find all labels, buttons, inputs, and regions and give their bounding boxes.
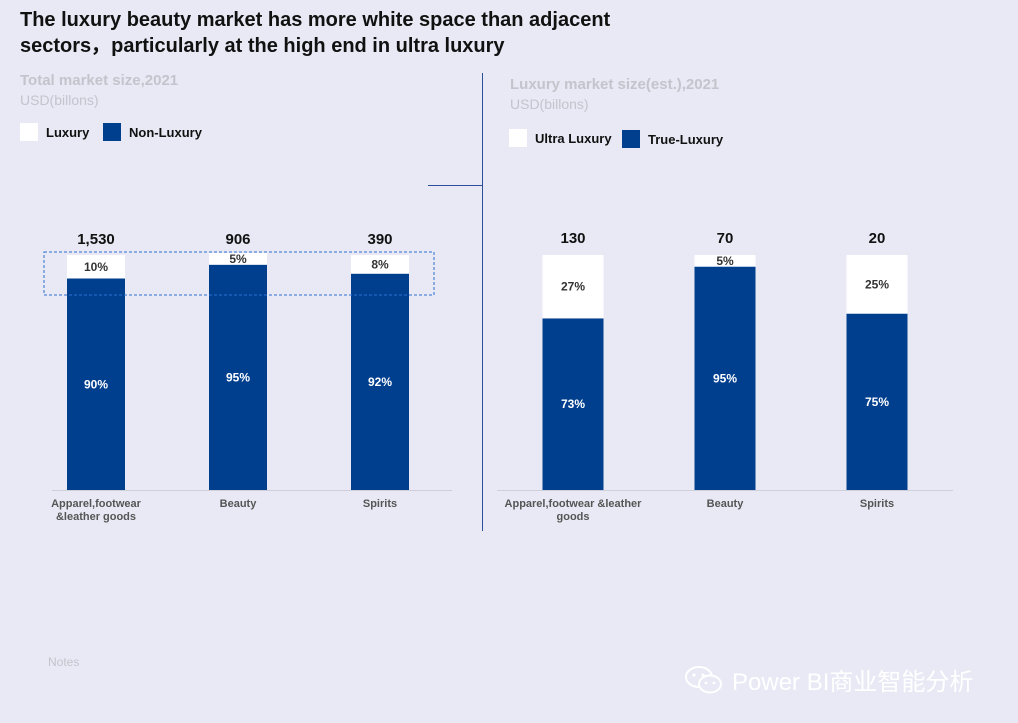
category-label: goods bbox=[557, 511, 590, 523]
legend-label-ultra-luxury: Ultra Luxury bbox=[535, 130, 612, 146]
watermark-text: Power BI商业智能分析 bbox=[732, 669, 974, 696]
total-label: 390 bbox=[367, 231, 392, 248]
total-label: 1,530 bbox=[77, 231, 115, 248]
category-label: Spirits bbox=[363, 498, 397, 510]
data-label-bottom: 95% bbox=[713, 371, 737, 385]
legend-label-non-luxury: Non-Luxury bbox=[129, 124, 202, 140]
right-chart-title: Luxury market size(est.),2021 bbox=[510, 76, 720, 93]
category-label: Beauty bbox=[220, 498, 258, 510]
page-title: The luxury beauty market has more white … bbox=[20, 9, 611, 57]
bar-segment-true-luxury bbox=[694, 266, 756, 490]
legend-swatch-ultra-luxury bbox=[509, 129, 527, 147]
data-label-bottom: 73% bbox=[561, 397, 585, 411]
category-label: Spirits bbox=[860, 498, 894, 510]
data-label-top: 27% bbox=[561, 280, 585, 294]
category-label: Apparel,footwear bbox=[51, 498, 142, 510]
legend-item-luxury: Luxury bbox=[20, 123, 89, 141]
category-label: Beauty bbox=[707, 498, 745, 510]
data-label-bottom: 92% bbox=[368, 375, 392, 389]
data-label-bottom: 90% bbox=[84, 377, 108, 391]
bar-segment-luxury bbox=[67, 255, 125, 279]
watermark: Power BI商业智能分析 bbox=[684, 662, 973, 697]
bar-segment-true-luxury bbox=[542, 318, 604, 490]
left-chart-title: Total market size,2021 bbox=[20, 72, 179, 89]
total-label: 70 bbox=[717, 230, 734, 247]
bar-segment-luxury bbox=[209, 253, 267, 265]
bar-segment-non-luxury bbox=[351, 273, 409, 490]
panel-divider bbox=[482, 73, 483, 531]
right-chart-unit: USD(billons) bbox=[510, 96, 589, 112]
bar-segment-ultra-luxury bbox=[542, 255, 604, 319]
total-label: 20 bbox=[869, 230, 886, 247]
data-label-top: 10% bbox=[84, 260, 108, 274]
legend-item-non-luxury: Non-Luxury bbox=[103, 123, 202, 141]
bar-segment-ultra-luxury bbox=[694, 255, 756, 267]
bar-segment-non-luxury bbox=[67, 278, 125, 490]
wechat-icon bbox=[685, 665, 722, 693]
legend-item-ultra-luxury: Ultra Luxury bbox=[509, 129, 612, 147]
total-label: 906 bbox=[225, 231, 250, 248]
data-label-top: 5% bbox=[716, 254, 734, 268]
bar-segment-luxury bbox=[351, 255, 409, 274]
legend-swatch-luxury bbox=[20, 123, 38, 141]
legend-label-true-luxury: True-Luxury bbox=[648, 131, 724, 147]
left-chart-unit: USD(billons) bbox=[20, 92, 99, 108]
total-label: 130 bbox=[560, 230, 585, 247]
luxury-highlight-box bbox=[43, 251, 435, 296]
legend-swatch-non-luxury bbox=[103, 123, 121, 141]
data-label-top: 8% bbox=[371, 257, 389, 271]
data-label-bottom: 95% bbox=[226, 370, 250, 384]
bar-segment-true-luxury bbox=[846, 313, 908, 490]
legend-label-luxury: Luxury bbox=[46, 124, 90, 140]
legend-swatch-true-luxury bbox=[622, 130, 640, 148]
data-label-top: 25% bbox=[865, 277, 889, 291]
panel-divider-tick bbox=[428, 185, 482, 186]
category-label: &leather goods bbox=[56, 511, 136, 523]
category-label: Apparel,footwear &leather bbox=[505, 498, 643, 510]
bar-segment-non-luxury bbox=[209, 264, 267, 490]
legend-item-true-luxury: True-Luxury bbox=[622, 130, 723, 148]
left-chart: 10% 90% 1,530 Apparel,footwear&leather good… bbox=[43, 231, 452, 523]
notes-label: Notes bbox=[48, 655, 80, 669]
bar-segment-ultra-luxury bbox=[846, 255, 908, 314]
data-label-bottom: 75% bbox=[865, 395, 889, 409]
data-label-top: 5% bbox=[229, 252, 247, 266]
